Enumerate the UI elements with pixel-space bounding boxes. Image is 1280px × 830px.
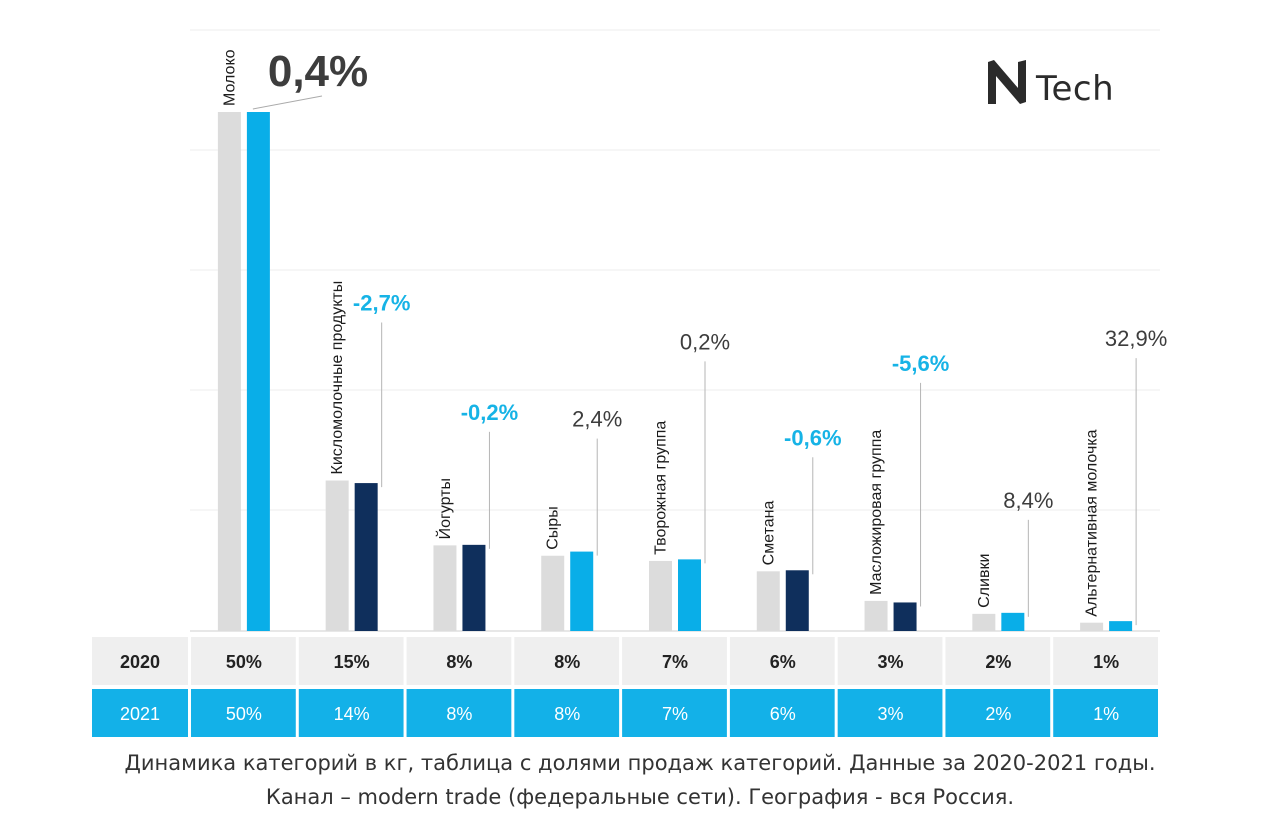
category-label-4: Творожная группа: [653, 421, 670, 555]
bar-2020-2: [433, 545, 457, 631]
bar-2020-7: [972, 613, 996, 631]
bar-2020-0: [217, 112, 241, 631]
bar-2020-5: [756, 571, 780, 631]
n-logo-icon: [988, 60, 1026, 104]
table-cell: 2%: [985, 652, 1011, 672]
bar-2020-3: [541, 555, 565, 631]
table-cell: 8%: [554, 652, 580, 672]
table-row-2020: 2020 50% 15% 8% 8% 7% 6% 3% 2% 1%: [92, 637, 1158, 685]
table-cell-bg: [837, 689, 943, 737]
table-cell-bg: [191, 689, 296, 737]
table-cell: 15%: [334, 652, 370, 672]
table-cell: 2%: [985, 704, 1011, 724]
table-cell: 6%: [770, 652, 796, 672]
category-label-1: Кисломолочные продукты: [329, 281, 346, 475]
table-cell: 50%: [226, 652, 262, 672]
table-cell-bg: [406, 689, 512, 737]
change-label-3: 2,4%: [572, 407, 622, 432]
bar-2021-6: [893, 602, 917, 631]
table-cell-bg: [406, 637, 512, 685]
table-cell-bg: [729, 637, 835, 685]
category-label-3: Сыры: [545, 506, 562, 549]
table-cell: 50%: [226, 704, 262, 724]
table-cell-bg: [729, 689, 835, 737]
change-label-2: -0,2%: [461, 400, 518, 425]
table-cell-bg: [298, 637, 404, 685]
table-cell: 3%: [878, 652, 904, 672]
bar-2020-1: [325, 480, 349, 631]
bar-2021-2: [462, 544, 486, 631]
category-label-5: Сметана: [760, 501, 777, 566]
table-cell: 14%: [334, 704, 370, 724]
table-cell: 1%: [1093, 652, 1119, 672]
table-row-label-cell: [92, 637, 188, 685]
table-cell: 6%: [770, 704, 796, 724]
table-cell-bg: [622, 689, 727, 737]
category-label-8: Альтернативная молочка: [1084, 429, 1101, 616]
change-label-4: 0,2%: [680, 329, 730, 354]
table-cell-bg: [298, 689, 404, 737]
bar-2021-4: [678, 559, 701, 631]
change-label-8: 32,9%: [1105, 326, 1167, 351]
change-label-6: -5,6%: [892, 351, 949, 376]
table-row-label-cell: [92, 689, 188, 737]
caption-line-1: Динамика категорий в кг, таблица с долям…: [124, 751, 1156, 775]
table-cell: 8%: [554, 704, 580, 724]
table-cell-bg: [1053, 689, 1158, 737]
change-label-1: -2,7%: [353, 290, 410, 315]
table-cell: 7%: [662, 704, 688, 724]
table-cell: 8%: [446, 652, 472, 672]
change-label-5: -0,6%: [784, 425, 841, 450]
table-cell-bg: [514, 637, 620, 685]
chart: Молоко 0,4% Кисломолочные продукты -2,7% Йог…: [92, 29, 1167, 737]
category-label-7: Сливки: [976, 554, 993, 608]
change-leader-0: [252, 95, 323, 110]
bar-2021-8: [1109, 621, 1133, 631]
table-row-label: 2021: [120, 704, 160, 724]
category-label-2: Йогурты: [435, 478, 454, 539]
table-cell-bg: [191, 637, 296, 685]
bar-2021-0: [246, 112, 270, 631]
table-cell-bg: [945, 689, 1051, 737]
category-label-6: Масложировая группа: [868, 430, 885, 595]
table-cell-bg: [837, 637, 943, 685]
logo-text: Tech: [1036, 69, 1115, 109]
bar-2021-1: [354, 483, 378, 631]
table-cell-bg: [622, 637, 727, 685]
caption: Динамика категорий в кг, таблица с долям…: [0, 746, 1280, 814]
table-cell: 7%: [662, 652, 688, 672]
table-cell: 1%: [1093, 704, 1119, 724]
table-row-label: 2020: [120, 652, 160, 672]
change-label-7: 8,4%: [1003, 488, 1053, 513]
table-cell: 3%: [878, 704, 904, 724]
bar-2020-6: [864, 600, 888, 631]
table-cell-bg: [945, 637, 1051, 685]
table-cell-bg: [514, 689, 620, 737]
category-label-0: Молоко: [221, 49, 238, 106]
ntech-logo: Tech: [986, 58, 1114, 106]
bar-2020-4: [649, 560, 672, 631]
change-label-0: 0,4%: [268, 47, 368, 96]
bar-2021-3: [570, 551, 594, 631]
bar-2021-5: [785, 570, 809, 631]
bar-2020-8: [1080, 622, 1104, 631]
table-row-2021: 2021 50% 14% 8% 8% 7% 6% 3% 2% 1%: [92, 689, 1158, 737]
table-cell-bg: [1053, 637, 1158, 685]
bar-2021-7: [1001, 612, 1025, 631]
caption-line-2: Канал – modern trade (федеральные сети).…: [265, 785, 1015, 809]
table-cell: 8%: [446, 704, 472, 724]
